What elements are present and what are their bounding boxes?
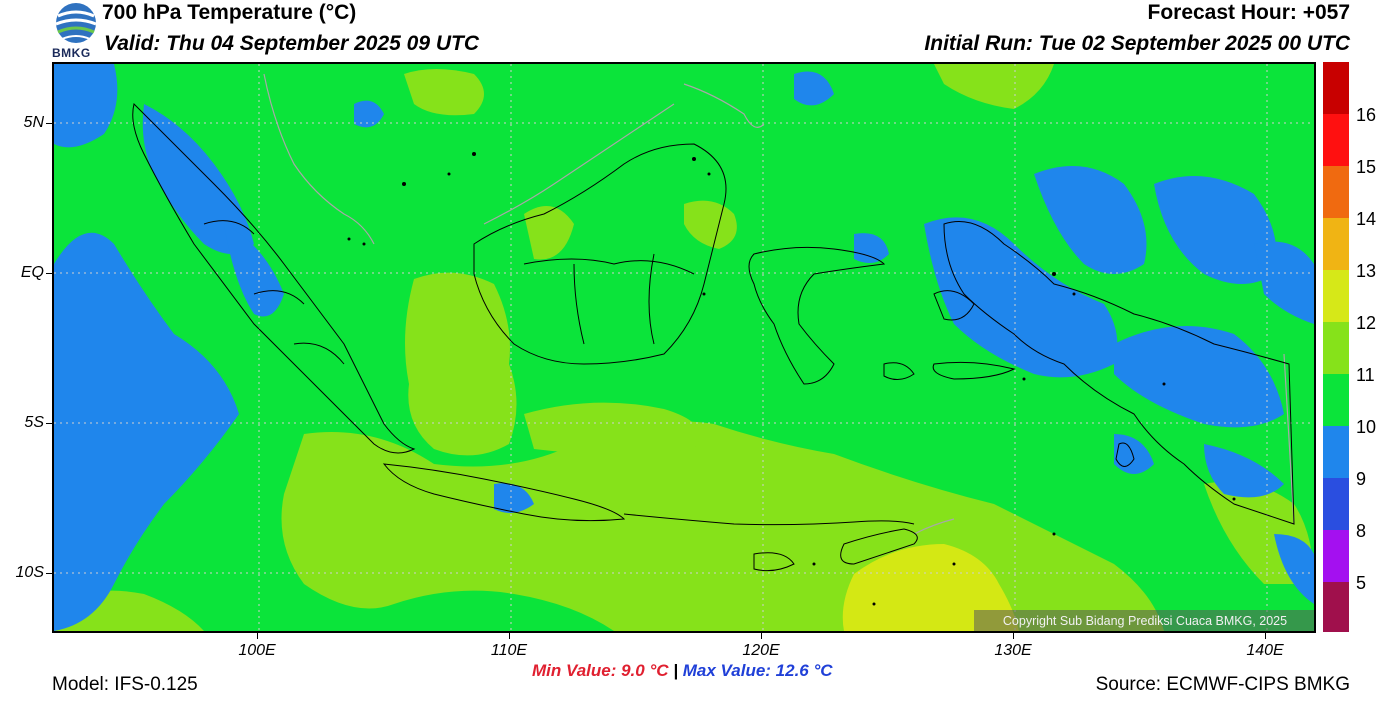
source-label: Source: ECMWF-CIPS BMKG bbox=[1095, 674, 1350, 695]
lon-tick bbox=[257, 633, 258, 639]
max-value: Max Value: 12.6 °C bbox=[682, 661, 833, 680]
nusa-tenggara-outline bbox=[623, 513, 915, 526]
java-outline bbox=[382, 463, 626, 522]
timor-outline bbox=[840, 528, 918, 565]
lon-label-140e: 140E bbox=[1246, 642, 1284, 659]
lat-label-5n: 5N bbox=[23, 114, 44, 131]
colorbar-swatch bbox=[1323, 530, 1349, 582]
lon-tick bbox=[1265, 633, 1266, 639]
colorbar-swatch bbox=[1323, 270, 1349, 322]
min-max-values: Min Value: 9.0 °C | Max Value: 12.6 °C bbox=[532, 661, 833, 681]
warmer-zones bbox=[842, 544, 1019, 631]
colorbar-swatch bbox=[1323, 374, 1349, 426]
colorbar-label: 14 bbox=[1356, 209, 1377, 229]
colorbar-swatch bbox=[1323, 62, 1349, 114]
lon-label-100e: 100E bbox=[238, 642, 276, 659]
lon-label-130e: 130E bbox=[994, 642, 1032, 659]
cool-zones bbox=[54, 64, 1314, 631]
borneo-outline bbox=[473, 143, 727, 365]
value-separator: | bbox=[673, 661, 679, 680]
coastlines bbox=[132, 103, 1295, 572]
colorbar-swatch bbox=[1323, 478, 1349, 530]
sumatra-outline bbox=[132, 103, 416, 454]
lon-label-110e: 110E bbox=[490, 642, 528, 659]
colorbar-scale bbox=[1323, 62, 1349, 632]
lat-label-eq: EQ bbox=[20, 264, 44, 281]
seram-outline bbox=[932, 361, 1016, 380]
colorbar-swatch bbox=[1323, 218, 1349, 270]
kalimantan-interior-borders bbox=[523, 253, 695, 345]
colorbar-label: 12 bbox=[1356, 313, 1377, 333]
lon-tick bbox=[761, 633, 762, 639]
lon-tick bbox=[1013, 633, 1014, 639]
copyright-notice: Copyright Sub Bidang Prediksi Cuaca BMKG… bbox=[974, 610, 1314, 631]
colorbar bbox=[1323, 62, 1349, 632]
colorbar-label: 10 bbox=[1356, 417, 1377, 437]
sulawesi-outline bbox=[748, 246, 886, 385]
chart-title: 700 hPa Temperature (°C) bbox=[102, 1, 357, 24]
aru-outline bbox=[1115, 442, 1135, 467]
sumba-outline bbox=[753, 552, 795, 572]
graticule bbox=[54, 64, 1314, 631]
forecast-hour: Forecast Hour: +057 bbox=[1147, 1, 1351, 24]
lat-tick bbox=[46, 273, 52, 274]
sumatra-interior-borders bbox=[203, 220, 345, 365]
colorbar-label: 9 bbox=[1356, 469, 1367, 489]
model-label: Model: IFS-0.125 bbox=[52, 674, 198, 695]
colorbar-swatch bbox=[1323, 322, 1349, 374]
colorbar-swatch bbox=[1323, 426, 1349, 478]
lat-tick bbox=[46, 123, 52, 124]
colorbar-label: 15 bbox=[1356, 157, 1377, 177]
min-value: Min Value: 9.0 °C bbox=[532, 661, 669, 680]
lon-label-120e: 120E bbox=[742, 642, 780, 659]
colorbar-label: 8 bbox=[1356, 521, 1367, 541]
lat-label-10s: 10S bbox=[15, 564, 44, 581]
colorbar-label: 13 bbox=[1356, 261, 1377, 281]
papua-outline bbox=[943, 221, 1295, 525]
neighbor-borders bbox=[263, 73, 1295, 535]
lat-tick bbox=[46, 573, 52, 574]
colorbar-label: 5 bbox=[1356, 573, 1367, 593]
small-islands bbox=[347, 152, 1236, 606]
buru-outline bbox=[883, 362, 915, 380]
maluku-outline bbox=[933, 290, 975, 321]
lat-tick bbox=[46, 423, 52, 424]
initial-run: Initial Run: Tue 02 September 2025 00 UT… bbox=[924, 32, 1350, 55]
temperature-map[interactable]: Copyright Sub Bidang Prediksi Cuaca BMKG… bbox=[52, 62, 1316, 633]
colorbar-label: 11 bbox=[1356, 365, 1375, 385]
colorbar-label: 16 bbox=[1356, 105, 1377, 125]
valid-time: Valid: Thu 04 September 2025 09 UTC bbox=[104, 32, 480, 55]
bmkg-logo bbox=[52, 2, 100, 60]
logo-text: BMKG bbox=[52, 46, 91, 60]
lon-tick bbox=[509, 633, 510, 639]
colorbar-swatch bbox=[1323, 582, 1349, 632]
map-canvas bbox=[54, 64, 1314, 631]
colorbar-swatch bbox=[1323, 166, 1349, 218]
colorbar-swatch bbox=[1323, 114, 1349, 166]
lat-label-5s: 5S bbox=[24, 414, 44, 431]
